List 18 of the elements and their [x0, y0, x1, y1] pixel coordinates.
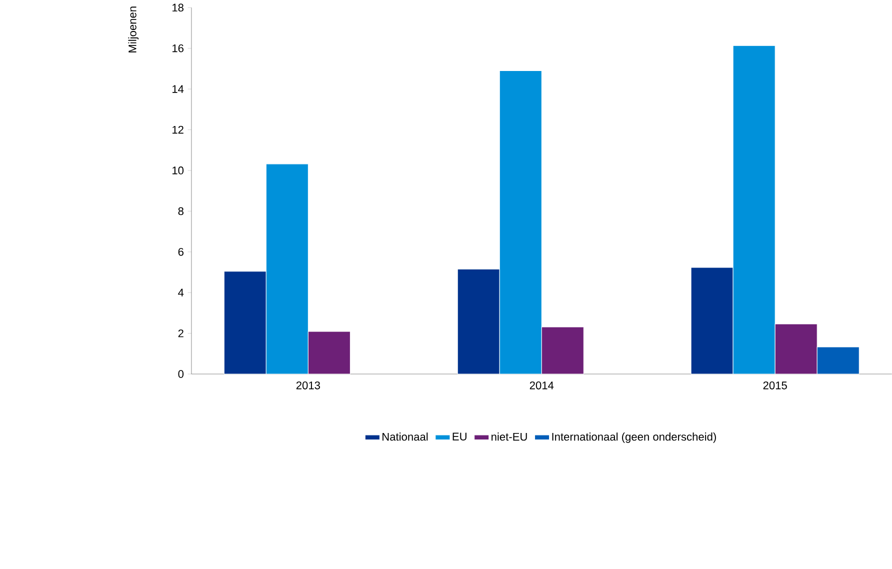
- y-tick-label: 14: [172, 85, 184, 93]
- x-tick-label: 2015: [763, 381, 787, 390]
- legend-label: Nationaal: [382, 432, 428, 440]
- y-tick-label: 4: [178, 288, 184, 296]
- y-tick-label: 12: [172, 126, 184, 134]
- legend-label: Internationaal (geen onderscheid): [552, 432, 716, 443]
- y-tick-label: 2: [178, 329, 184, 337]
- y-tick-label: 18: [172, 3, 184, 12]
- y-axis-title: Miljoenen: [128, 6, 139, 52]
- y-tick-label: 8: [178, 207, 184, 215]
- y-tick-label: 0: [178, 370, 184, 378]
- y-tick-label: 6: [178, 248, 184, 256]
- y-tick-label: 10: [172, 166, 184, 174]
- y-tick-label: 16: [172, 44, 184, 52]
- x-tick-label: 2013: [296, 381, 320, 390]
- legend-label: EU: [452, 432, 466, 440]
- x-tick-label: 2014: [530, 381, 554, 390]
- legend-label: niet-EU: [492, 432, 527, 440]
